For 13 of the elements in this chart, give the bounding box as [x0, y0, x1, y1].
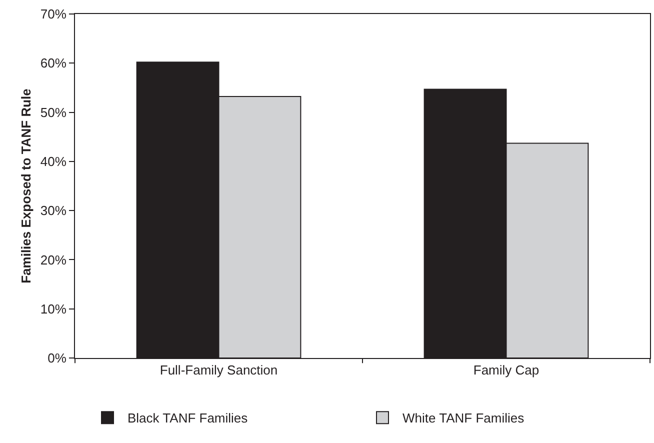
y-tick-label: 0%	[48, 350, 67, 366]
y-tick-label: 30%	[40, 203, 67, 218]
y-tick-label: 60%	[40, 56, 67, 71]
y-tick-label: 40%	[40, 154, 67, 169]
legend-label: Black TANF Families	[128, 410, 248, 426]
y-axis-title: Families Exposed to TANF Rule	[18, 88, 34, 284]
x-tick-label: Family Cap	[473, 362, 540, 378]
legend-label: White TANF Families	[402, 410, 525, 426]
y-tick-label: 10%	[40, 301, 67, 316]
y-tick-label: 70%	[40, 6, 67, 22]
y-tick-label: 50%	[40, 104, 67, 120]
x-tick-label: Full-Family Sanction	[160, 362, 278, 378]
y-tick-label: 20%	[40, 252, 67, 268]
